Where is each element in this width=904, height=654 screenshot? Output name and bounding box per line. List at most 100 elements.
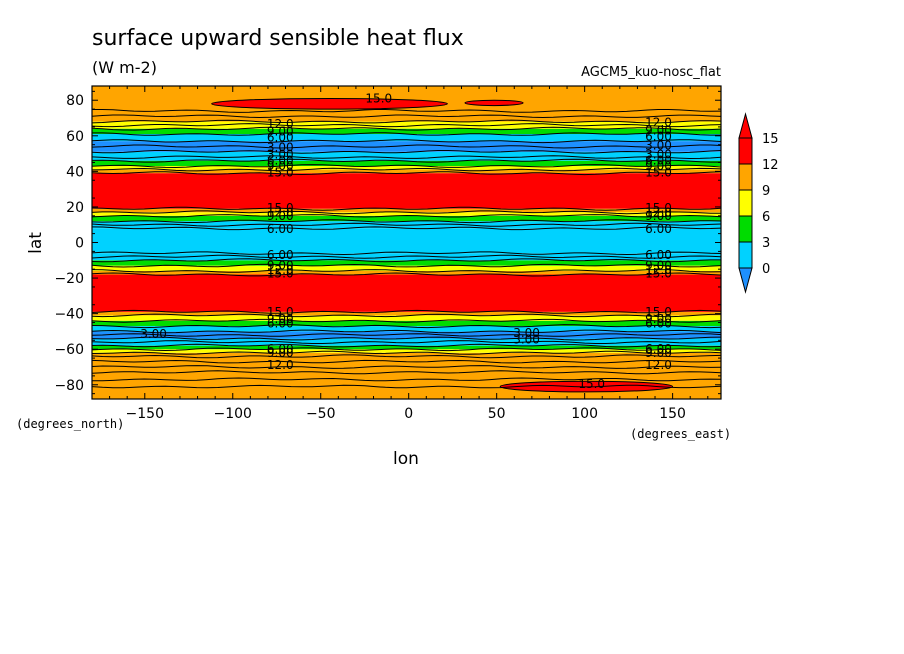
contour-label: 9.00 xyxy=(267,209,294,223)
chart-title: surface upward sensible heat flux xyxy=(92,26,464,51)
contour-band xyxy=(92,349,721,353)
contour-band xyxy=(92,208,721,213)
contour-line xyxy=(92,258,721,263)
model-name: AGCM5_kuo-nosc_flat xyxy=(581,65,721,80)
contour-label: 12.0 xyxy=(645,358,672,372)
contour-label: 9.00 xyxy=(267,346,294,360)
contour-label: 9.00 xyxy=(645,346,672,360)
filled-contour-patches xyxy=(211,97,674,393)
contour-line xyxy=(92,219,721,224)
contour-label: 6.00 xyxy=(267,131,294,145)
contour-band xyxy=(92,121,721,129)
contour-label: 9.00 xyxy=(267,124,294,138)
x-tick-label: 0 xyxy=(404,406,413,422)
contour-line xyxy=(92,359,721,364)
contour-band xyxy=(92,315,721,321)
contour-line xyxy=(92,251,721,256)
contour-line xyxy=(92,370,721,375)
contour-label: 6.00 xyxy=(645,130,672,144)
contour-label: 12.0 xyxy=(267,205,294,219)
contour-line xyxy=(92,336,721,341)
contour-band xyxy=(92,326,721,332)
contour-line xyxy=(92,318,721,323)
contour-label: 15.0 xyxy=(365,91,392,105)
x-axis-label: lon xyxy=(393,449,419,469)
y-tick-label: −60 xyxy=(54,342,84,358)
contour-line xyxy=(92,206,721,211)
contour-label: 6.00 xyxy=(267,154,294,168)
contour-label: 3.00 xyxy=(513,332,540,346)
contour-label: 9.00 xyxy=(645,259,672,273)
contour-line xyxy=(92,155,721,160)
contour-band xyxy=(92,151,721,161)
contour-band xyxy=(92,331,721,339)
colorbar-segment xyxy=(738,241,753,269)
contour-band xyxy=(92,128,721,135)
contour-label: 12.0 xyxy=(645,115,672,129)
colorbar-tick-label: 9 xyxy=(762,184,770,199)
contour-label: 6.00 xyxy=(267,222,294,236)
contour-label: 6.00 xyxy=(267,342,294,356)
contour-label: 9.00 xyxy=(267,312,294,326)
contour-line xyxy=(92,263,721,268)
y-tick-label: 20 xyxy=(66,200,84,216)
filled-contour-bands xyxy=(92,86,721,399)
contour-label: 15.0 xyxy=(645,165,672,179)
contour-line xyxy=(92,269,721,273)
contour-line xyxy=(92,377,721,382)
contour-band xyxy=(92,166,721,170)
contour-band xyxy=(92,270,721,275)
contour-band xyxy=(92,134,721,142)
contour-label: 15.0 xyxy=(267,201,294,215)
contour-line xyxy=(92,365,721,369)
contour-line xyxy=(92,123,721,128)
contour-label: 3.00 xyxy=(513,326,540,340)
contour-line xyxy=(92,210,721,215)
contour-label: 6.00 xyxy=(645,316,672,330)
contour-label: 6.00 xyxy=(267,248,294,262)
y-tick-label: 0 xyxy=(75,236,84,252)
units-label: (W m-2) xyxy=(92,58,157,77)
contour-label: 3.00 xyxy=(267,140,294,154)
contour-line xyxy=(92,150,721,154)
colorbar-segment xyxy=(738,137,753,165)
contour-label: 15.0 xyxy=(267,305,294,319)
contour-band xyxy=(92,173,721,209)
contour-label: 9.00 xyxy=(267,159,294,173)
contour-band xyxy=(92,253,721,261)
colorbar-tick-label: 0 xyxy=(762,262,770,277)
contour-line xyxy=(92,343,721,348)
contour-line xyxy=(92,158,721,163)
contour-label: 15.0 xyxy=(645,201,672,215)
contour-label: 3.00 xyxy=(645,139,672,153)
contour-band xyxy=(92,221,721,229)
contour-line xyxy=(92,313,721,318)
contour-band xyxy=(92,169,721,174)
contour-line xyxy=(92,272,721,277)
y-tick-label: 60 xyxy=(66,129,84,145)
y-tick-label: −40 xyxy=(54,307,84,323)
contour-label: 6.00 xyxy=(645,248,672,262)
x-units-label: (degrees_east) xyxy=(630,427,731,441)
contour-band xyxy=(92,345,721,350)
contour-band xyxy=(92,260,721,266)
contour-line xyxy=(92,226,721,231)
contour-line xyxy=(92,119,721,124)
y-tick-label: 80 xyxy=(66,93,84,109)
contour-line xyxy=(92,254,721,259)
contour-line xyxy=(92,347,721,352)
contour-band xyxy=(92,338,721,346)
contour-line xyxy=(92,354,721,359)
contour-band xyxy=(92,274,721,312)
colorbar-segment xyxy=(738,189,753,217)
contour-line xyxy=(92,167,721,172)
contour-line xyxy=(92,139,721,144)
contour-line xyxy=(92,126,721,131)
contour-band xyxy=(92,160,721,167)
contour-line xyxy=(92,384,721,389)
contour-label: 3.00 xyxy=(140,327,167,341)
contour-label: 6.00 xyxy=(645,342,672,356)
x-axis-ticks: −150 −100 −50 0 50 100 150 xyxy=(109,86,709,422)
colorbar: 0 3 6 9 12 15 xyxy=(738,112,779,294)
x-tick-label: 50 xyxy=(488,406,506,422)
